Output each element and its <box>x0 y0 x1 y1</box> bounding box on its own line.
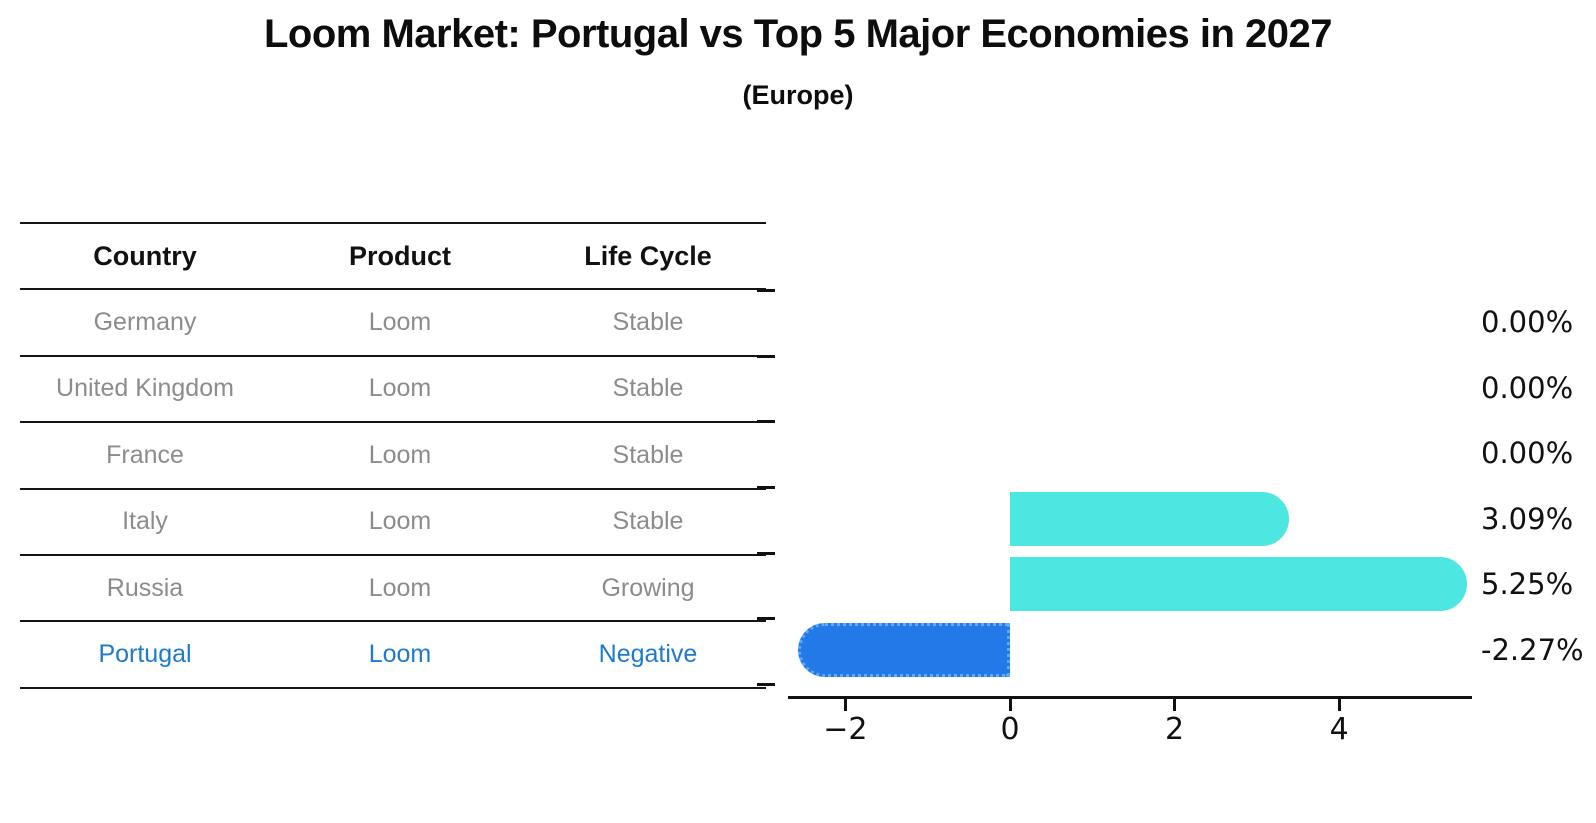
y-tick-mark <box>757 420 775 424</box>
bar-russia <box>1010 557 1468 612</box>
bar-portugal <box>798 623 1010 677</box>
bar-value-label: 0.00% <box>1481 305 1574 339</box>
country-table: Country Product Life Cycle Germany Loom … <box>20 222 766 689</box>
table-row: Germany Loom Stable <box>20 290 766 357</box>
table-row: United Kingdom Loom Stable <box>20 357 766 424</box>
x-tick-label: 0 <box>1000 712 1020 747</box>
y-tick-mark <box>757 289 775 293</box>
x-tick-label: 2 <box>1165 712 1185 747</box>
cell-life-cycle: Negative <box>598 640 698 669</box>
x-tick-mark <box>1008 699 1012 711</box>
table-row-portugal-highlighted: Portugal Loom Negative <box>20 622 766 689</box>
cell-life-cycle: Stable <box>612 507 684 536</box>
bar-italy <box>1010 491 1290 546</box>
cell-life-cycle: Stable <box>612 308 684 337</box>
y-tick-mark <box>757 354 775 358</box>
chart-title: Loom Market: Portugal vs Top 5 Major Eco… <box>263 12 1333 56</box>
cell-country: Germany <box>93 308 197 337</box>
cell-country: Italy <box>122 507 168 536</box>
bar-value-label: 3.09% <box>1481 502 1574 536</box>
x-axis-line <box>788 696 1472 699</box>
x-tick-mark <box>843 699 847 711</box>
y-tick-mark <box>757 682 775 686</box>
cell-life-cycle: Stable <box>612 440 684 469</box>
table-header-row: Country Product Life Cycle <box>20 224 766 291</box>
cell-product: Loom <box>368 573 432 602</box>
y-tick-mark <box>757 617 775 621</box>
cell-product: Loom <box>368 374 432 403</box>
x-tick-label: −2 <box>823 712 868 747</box>
bar-value-label: 0.00% <box>1481 436 1574 470</box>
table-row: Italy Loom Stable <box>20 490 766 556</box>
cell-product: Loom <box>368 507 432 536</box>
table-row: Russia Loom Growing <box>20 556 766 623</box>
cell-country: France <box>106 440 184 469</box>
col-header-product: Product <box>348 240 451 271</box>
x-tick-mark <box>1337 699 1341 711</box>
bar-value-label: 0.00% <box>1481 371 1574 405</box>
table-row: France Loom Stable <box>20 423 766 490</box>
bar-value-label: 5.25% <box>1481 567 1574 601</box>
bar-value-label: -2.27% <box>1481 633 1584 667</box>
y-tick-mark <box>757 551 775 555</box>
col-header-country: Country <box>93 240 197 271</box>
cell-life-cycle: Growing <box>601 573 695 602</box>
cell-product: Loom <box>368 640 432 669</box>
cell-country: Portugal <box>98 640 192 669</box>
y-tick-mark <box>757 486 775 489</box>
cell-product: Loom <box>368 308 432 337</box>
x-tick-label: 4 <box>1329 712 1349 747</box>
cell-country: Russia <box>106 573 184 602</box>
cell-life-cycle: Stable <box>612 374 684 403</box>
x-tick-mark <box>1173 699 1177 711</box>
chart-subtitle: (Europe) <box>742 80 854 110</box>
cell-country: United Kingdom <box>56 374 234 403</box>
cell-product: Loom <box>368 440 432 469</box>
col-header-life-cycle: Life Cycle <box>584 240 712 271</box>
